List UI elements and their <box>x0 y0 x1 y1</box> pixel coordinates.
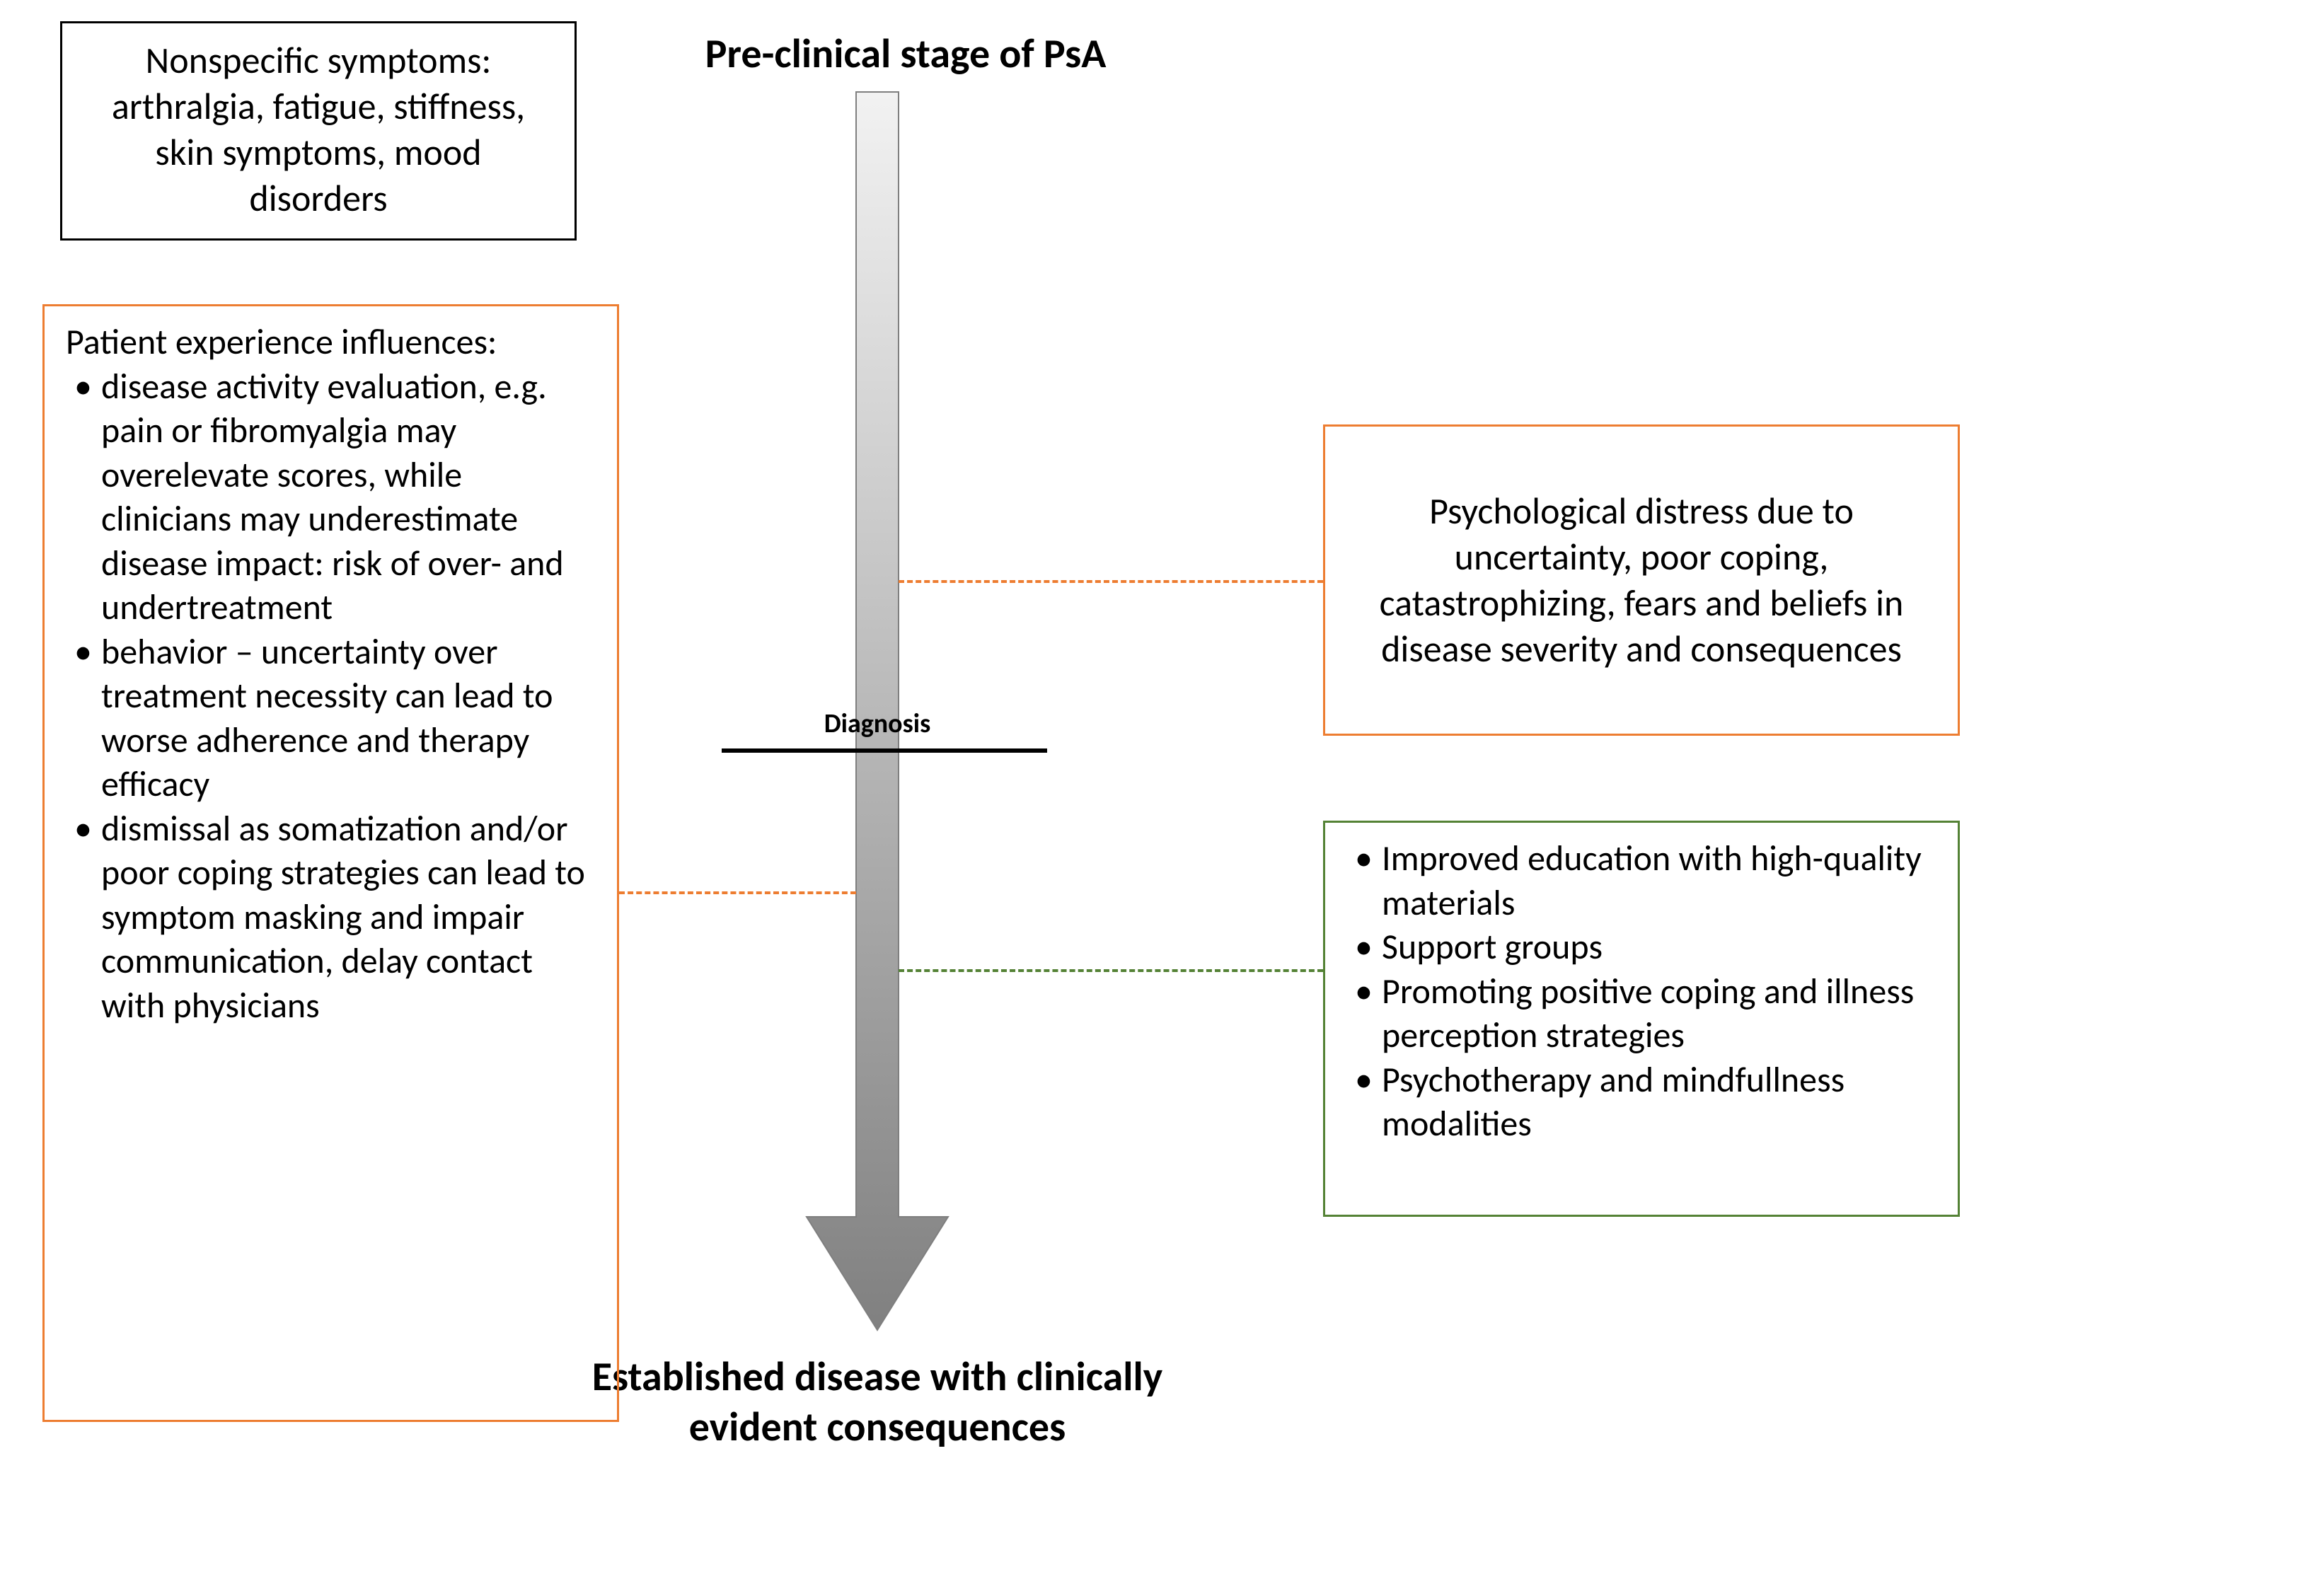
list-item: disease activity evaluation, e.g. pain o… <box>66 365 596 630</box>
box-patient-experience: Patient experience influences: disease a… <box>42 304 619 1422</box>
distress-body: Psychological distress due to uncertaint… <box>1346 488 1936 672</box>
list-item: dismissal as somatization and/or poor co… <box>66 807 596 1029</box>
symptoms-heading: Nonspecific symptoms: <box>83 37 553 83</box>
connector-right-green <box>899 969 1323 972</box>
interventions-list: Improved education with high-quality mat… <box>1346 837 1936 1147</box>
list-item: Support groups <box>1346 925 1936 970</box>
title-preclinical: Pre-clinical stage of PsA <box>637 28 1174 79</box>
connector-left-orange <box>619 891 856 894</box>
diagnosis-label: Diagnosis <box>785 707 969 740</box>
connector-right-orange <box>899 580 1323 583</box>
box-symptoms: Nonspecific symptoms: arthralgia, fatigu… <box>60 21 577 241</box>
list-item: Promoting positive coping and illness pe… <box>1346 970 1936 1058</box>
patient-experience-list: disease activity evaluation, e.g. pain o… <box>66 365 596 1029</box>
symptoms-body: arthralgia, fatigue, stiffness, skin sym… <box>83 83 553 221</box>
box-psychological-distress: Psychological distress due to uncertaint… <box>1323 424 1960 736</box>
box-interventions: Improved education with high-quality mat… <box>1323 821 1960 1217</box>
patient-experience-heading: Patient experience influences: <box>66 320 596 365</box>
list-item: Psychotherapy and mindfullness modalitie… <box>1346 1058 1936 1147</box>
list-item: behavior – uncertainty over treatment ne… <box>66 630 596 807</box>
list-item: Improved education with high-quality mat… <box>1346 837 1936 925</box>
diagnosis-line <box>722 748 1047 753</box>
title-established: Established disease with clinically evid… <box>545 1351 1210 1452</box>
